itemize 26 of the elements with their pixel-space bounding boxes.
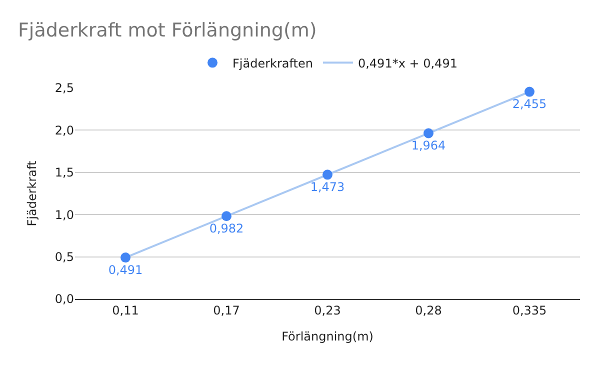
point — [524, 86, 534, 97]
legend-label: 0,491*x + 0,491 — [358, 56, 458, 70]
data-label: 2,455 — [512, 97, 547, 112]
y-tick-label: 1,0 — [54, 208, 74, 222]
data-label: 1,473 — [310, 180, 345, 194]
x-tick-label: 0,335 — [512, 303, 547, 318]
y-tick-label: 0,5 — [54, 250, 74, 264]
data-label: 0,982 — [209, 221, 244, 236]
y-tick-label: 2,0 — [54, 123, 74, 138]
chart-title: Fjäderkraft mot Förlängning(m) — [18, 19, 317, 42]
legend-label: Fjäderkraften — [232, 56, 313, 70]
point — [322, 170, 332, 180]
x-tick-label: 0,17 — [213, 303, 240, 318]
data-label: 0,491 — [108, 262, 143, 277]
y-tick-label: 0,0 — [54, 292, 74, 306]
x-axis-title: Förlängning(m) — [282, 329, 374, 344]
data-label: 1,964 — [411, 138, 446, 152]
y-tick-label: 2,5 — [54, 81, 74, 96]
x-tick-label: 0,23 — [314, 303, 341, 318]
point — [120, 252, 130, 263]
y-axis-title: Fjäderkraft — [25, 160, 40, 226]
y-tick-label: 1,5 — [54, 166, 74, 180]
x-tick-label: 0,11 — [112, 303, 139, 318]
point — [424, 128, 434, 138]
point — [222, 211, 232, 222]
x-tick-label: 0,28 — [415, 303, 442, 318]
